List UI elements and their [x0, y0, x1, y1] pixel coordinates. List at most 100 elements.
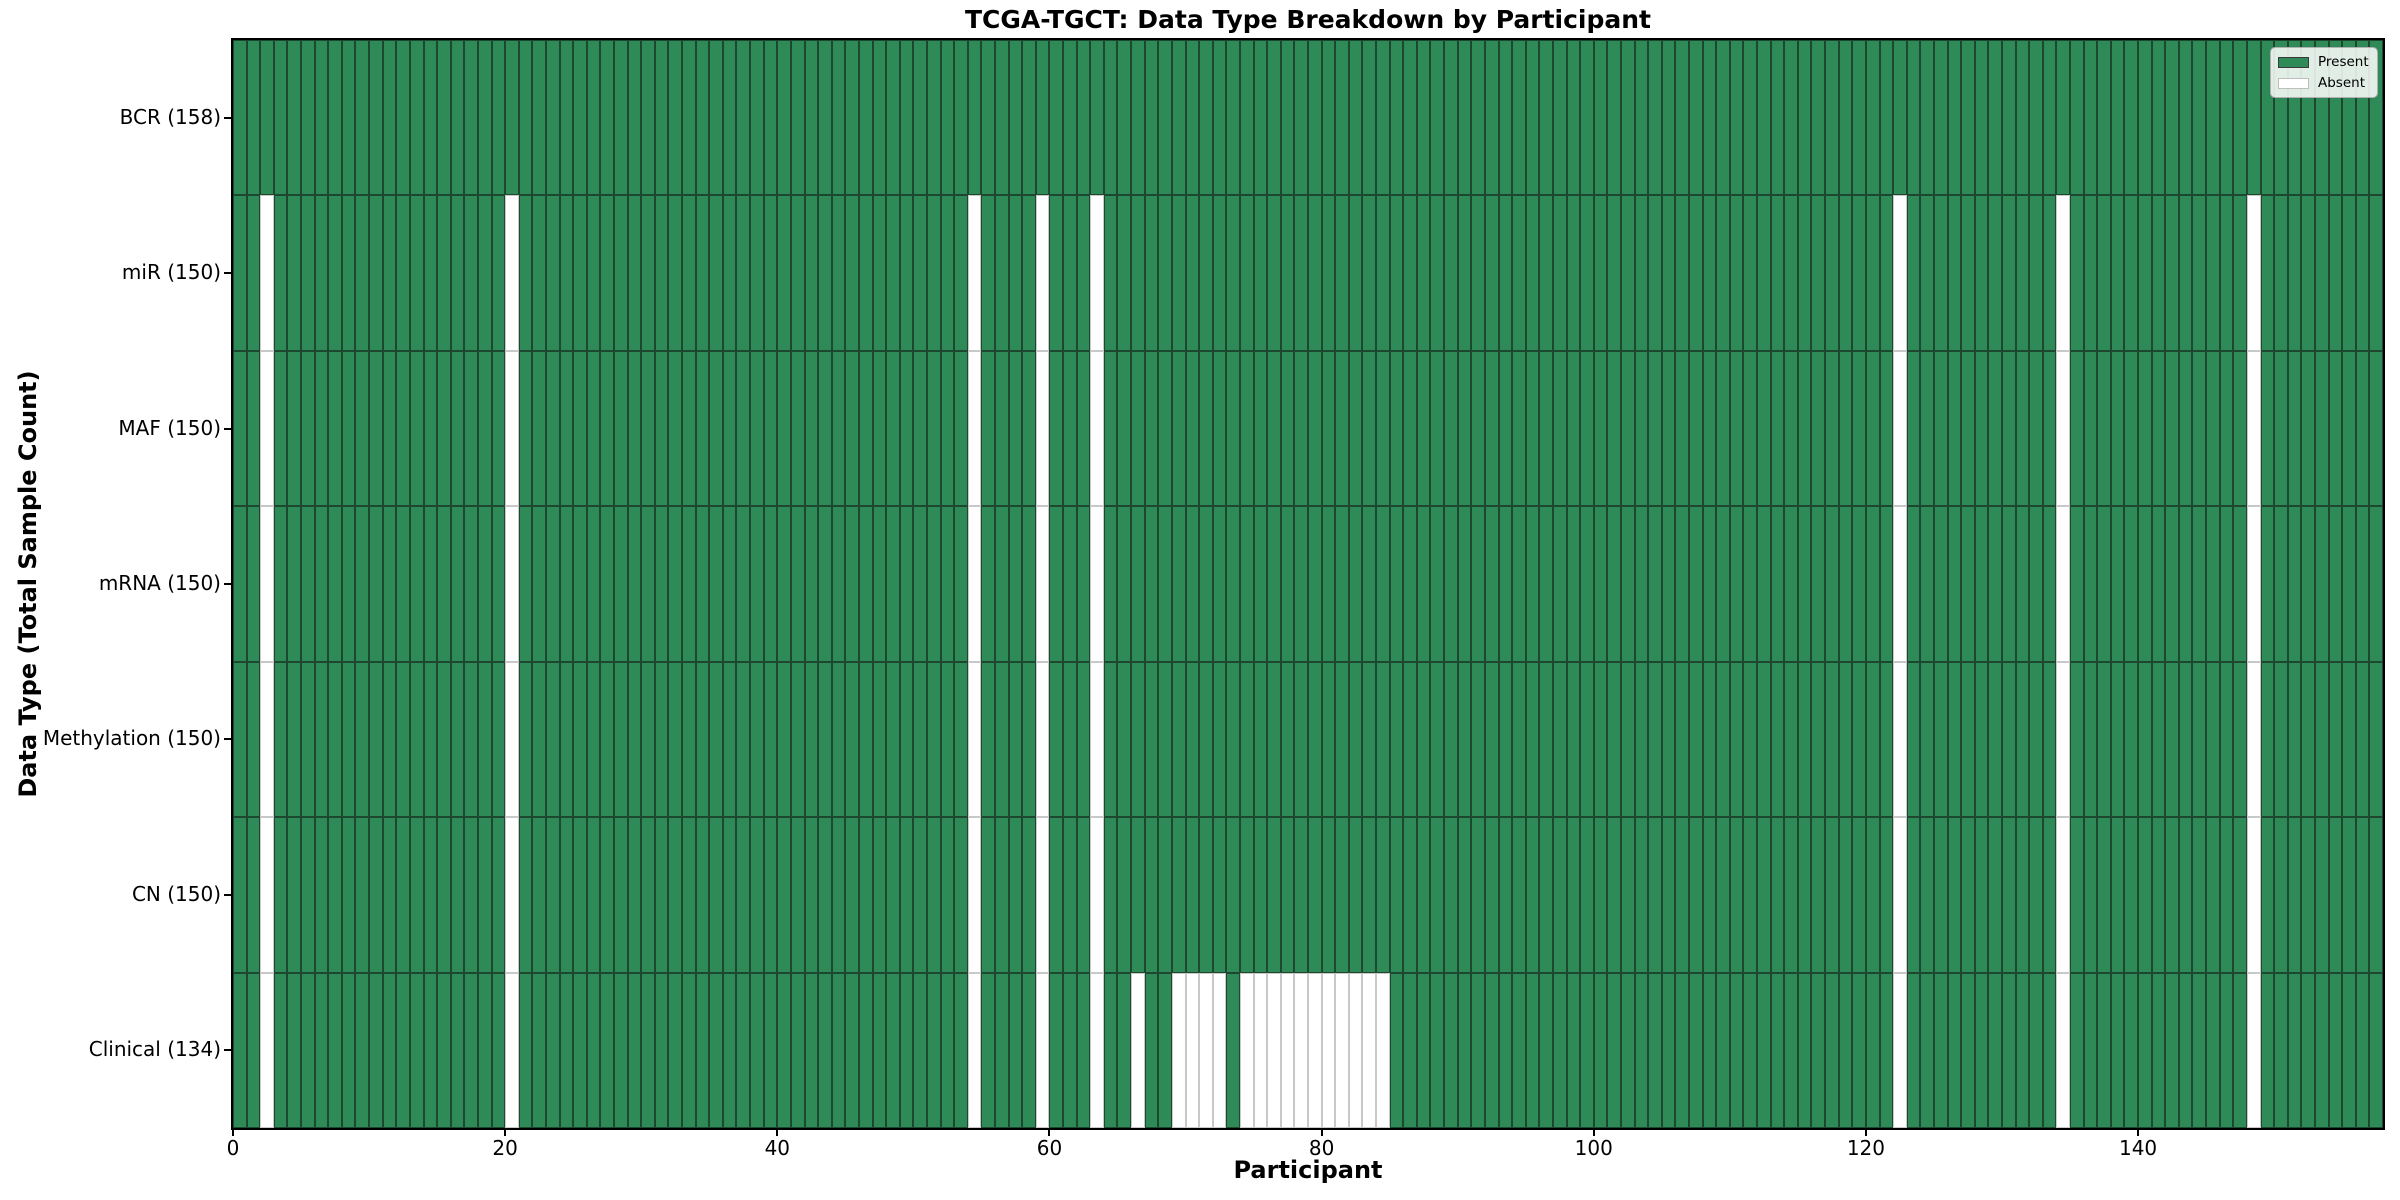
x-tick-label: 100 — [1574, 1136, 1613, 1160]
cell — [1484, 40, 1499, 196]
cell — [1757, 40, 1771, 196]
cell — [328, 40, 342, 196]
cell — [709, 40, 723, 196]
cell — [1920, 195, 1934, 351]
cell — [450, 40, 465, 196]
y-tick-label: CN (150) — [131, 881, 221, 906]
cell — [2070, 40, 2084, 196]
cell — [1253, 40, 1268, 196]
cell — [1090, 661, 1104, 818]
cell — [1648, 972, 1662, 1128]
cell — [1103, 506, 1118, 662]
cell — [1090, 350, 1104, 507]
cell — [722, 195, 737, 351]
cell — [1144, 661, 1159, 818]
cell — [423, 817, 438, 973]
cell — [273, 195, 288, 351]
cell — [858, 350, 873, 507]
cell — [913, 40, 927, 196]
cell — [790, 506, 805, 662]
cell — [1920, 40, 1934, 196]
cell — [790, 195, 805, 351]
cell — [1321, 661, 1336, 818]
cell — [1389, 817, 1404, 973]
cell — [1865, 350, 1880, 507]
cell — [736, 817, 751, 973]
cell — [2219, 350, 2234, 507]
cell — [2192, 350, 2207, 507]
cell — [627, 350, 642, 507]
cell — [1974, 350, 1989, 507]
cell — [396, 661, 410, 818]
cell — [845, 506, 859, 662]
cell — [477, 506, 492, 662]
cell — [382, 817, 397, 973]
cell — [1879, 661, 1894, 818]
cell — [722, 506, 737, 662]
cell — [2233, 350, 2247, 507]
cell — [1852, 195, 1866, 351]
cell — [2070, 506, 2084, 662]
cell — [1947, 972, 1962, 1128]
cell — [763, 817, 778, 973]
cell — [722, 661, 737, 818]
cell — [1158, 817, 1172, 973]
cell — [899, 350, 914, 507]
cell — [2178, 661, 2193, 818]
cell — [600, 661, 614, 818]
cell — [423, 972, 438, 1128]
heatmap-grid — [233, 40, 2383, 1128]
cell — [1158, 350, 1172, 507]
cell — [328, 350, 342, 507]
cell — [1430, 661, 1445, 818]
cell — [668, 661, 683, 818]
cell — [1566, 195, 1581, 351]
cell — [1239, 506, 1254, 662]
cell — [709, 506, 723, 662]
x-tick-label: 0 — [226, 1136, 240, 1160]
cell — [872, 817, 887, 973]
cell — [1852, 506, 1866, 662]
cell — [1988, 506, 2002, 662]
cell — [518, 661, 533, 818]
cell — [1729, 350, 1744, 507]
cell — [1362, 195, 1377, 351]
cell — [1893, 661, 1907, 818]
cell — [1335, 195, 1349, 351]
cell — [1716, 972, 1730, 1128]
cell — [1620, 972, 1635, 1128]
cell — [845, 40, 859, 196]
cell — [314, 506, 329, 662]
cell — [1158, 972, 1172, 1128]
cell — [287, 817, 302, 973]
cell — [328, 195, 342, 351]
cell — [1525, 350, 1540, 507]
cell — [2083, 817, 2098, 973]
cell — [2355, 506, 2370, 662]
cell — [614, 350, 628, 507]
cell — [1280, 972, 1295, 1128]
cell — [2274, 506, 2288, 662]
cell — [2314, 195, 2329, 351]
cell — [1634, 195, 1649, 351]
cell — [1770, 661, 1785, 818]
cell — [1348, 817, 1363, 973]
cell — [1430, 817, 1445, 973]
cell — [1035, 350, 1050, 507]
cell — [2083, 661, 2098, 818]
cell — [1607, 661, 1621, 818]
cell — [532, 40, 546, 196]
cell — [396, 195, 410, 351]
cell — [1117, 506, 1132, 662]
cell — [641, 40, 655, 196]
cell — [545, 506, 560, 662]
cell — [586, 972, 601, 1128]
cell — [1729, 817, 1744, 973]
cell — [682, 661, 696, 818]
cell — [559, 350, 574, 507]
cell — [2001, 506, 2016, 662]
cell — [409, 817, 424, 973]
cell — [1226, 506, 1240, 662]
cell — [858, 195, 873, 351]
